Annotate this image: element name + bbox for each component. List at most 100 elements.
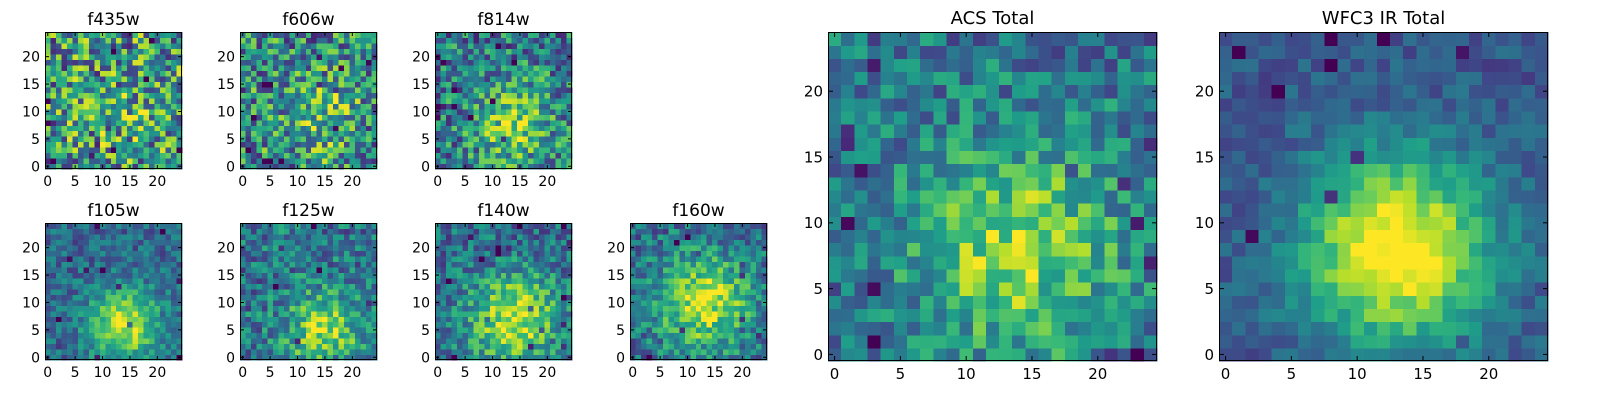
heatmap-cell xyxy=(933,321,948,336)
heatmap-cell xyxy=(355,147,362,154)
heatmap-cell xyxy=(127,136,134,143)
heatmap-cell xyxy=(165,272,172,279)
heatmap-cell xyxy=(550,250,557,257)
heatmap-cells xyxy=(240,223,378,361)
heatmap-cell xyxy=(555,332,562,339)
heatmap-cell xyxy=(533,32,540,39)
heatmap-cell xyxy=(712,255,719,262)
heatmap-cell xyxy=(750,250,757,257)
heatmap-cell xyxy=(712,294,719,301)
heatmap-cell xyxy=(366,354,373,361)
axes-frame xyxy=(45,32,182,169)
heatmap-cell xyxy=(316,114,323,121)
heatmap-cell xyxy=(657,332,664,339)
heatmap-cell xyxy=(272,349,279,356)
heatmap-cell xyxy=(322,321,329,328)
heatmap-cell xyxy=(338,48,345,55)
heatmap-cell xyxy=(132,53,139,60)
heatmap-cell xyxy=(154,48,161,55)
heatmap-cell xyxy=(94,239,101,246)
heatmap-cell xyxy=(66,81,73,88)
heatmap-cell xyxy=(1064,203,1079,217)
heatmap-cell xyxy=(77,81,84,88)
heatmap-cell xyxy=(690,283,697,290)
heatmap-cell xyxy=(61,321,68,328)
heatmap-cell xyxy=(695,228,702,235)
heatmap-cell xyxy=(176,305,183,312)
heatmap-cell xyxy=(94,272,101,279)
heatmap-cell xyxy=(45,158,52,165)
heatmap-cell xyxy=(300,152,307,159)
heatmap-cell xyxy=(539,255,546,262)
heatmap-cell xyxy=(371,255,378,262)
heatmap-cell xyxy=(371,233,378,241)
heatmap-cell xyxy=(528,163,535,170)
heatmap-cell xyxy=(283,42,290,50)
heatmap-cell xyxy=(635,288,642,295)
heatmap-cell xyxy=(267,92,274,99)
heatmap-cell xyxy=(311,266,318,273)
y-tick-label: 15 xyxy=(217,268,235,284)
heatmap-cell xyxy=(149,277,156,284)
heatmap-cell xyxy=(451,42,458,50)
heatmap-cell xyxy=(61,223,68,230)
heatmap-cell xyxy=(522,250,529,257)
heatmap-cell xyxy=(132,158,139,165)
heatmap-cell xyxy=(160,64,167,71)
heatmap-cell xyxy=(127,272,134,279)
heatmap-cell xyxy=(473,81,480,88)
heatmap-cell xyxy=(355,349,362,356)
heatmap-cell xyxy=(750,255,757,262)
heatmap-cell xyxy=(1038,163,1053,178)
heatmap-cell xyxy=(706,321,713,328)
heatmap-cell xyxy=(728,310,735,317)
heatmap-cell xyxy=(105,272,112,279)
heatmap-cell xyxy=(750,299,757,306)
heatmap-cell xyxy=(250,354,258,361)
heatmap-cell xyxy=(893,334,908,349)
heatmap-cell xyxy=(467,92,474,99)
heatmap-cell xyxy=(256,266,263,273)
heatmap-cell xyxy=(517,141,524,148)
heatmap-cell xyxy=(440,239,447,246)
heatmap-cell xyxy=(630,321,637,328)
heatmap-cell xyxy=(322,108,329,115)
heatmap-cell xyxy=(121,108,128,115)
heatmap-cell xyxy=(305,316,312,323)
heatmap-cell xyxy=(116,338,123,345)
heatmap-cell xyxy=(646,332,653,339)
heatmap-cell xyxy=(83,42,90,50)
heatmap-cell xyxy=(110,158,117,165)
heatmap-cell xyxy=(456,310,463,317)
heatmap-cell xyxy=(250,158,258,165)
heatmap-cell xyxy=(366,147,373,154)
heatmap-cell xyxy=(171,119,178,126)
heatmap-cell xyxy=(366,108,373,115)
heatmap-cell xyxy=(701,272,708,279)
heatmap-cell xyxy=(300,81,307,88)
heatmap-cell xyxy=(566,223,573,230)
heatmap-cell xyxy=(673,294,680,301)
heatmap-cell xyxy=(451,48,458,55)
heatmap-cell xyxy=(66,125,73,132)
heatmap-cell xyxy=(121,277,128,284)
heatmap-cell xyxy=(561,125,568,132)
heatmap-cell xyxy=(77,239,84,246)
heatmap-cell xyxy=(333,92,340,99)
heatmap-cell xyxy=(66,114,73,121)
heatmap-cell xyxy=(478,147,485,154)
heatmap-cell xyxy=(72,75,79,82)
heatmap-cell xyxy=(99,81,106,88)
heatmap-cell xyxy=(1012,334,1026,349)
heatmap-cell xyxy=(344,32,351,39)
heatmap-cell xyxy=(495,338,502,345)
heatmap-cell xyxy=(55,136,63,143)
heatmap-cell xyxy=(338,103,345,110)
heatmap-cell xyxy=(506,158,513,165)
heatmap-cell xyxy=(959,308,974,323)
heatmap-cell xyxy=(445,288,453,295)
heatmap-cell xyxy=(256,321,263,328)
heatmap-cell xyxy=(555,261,562,268)
heatmap-cell xyxy=(121,255,128,262)
heatmap-cell xyxy=(110,97,117,104)
